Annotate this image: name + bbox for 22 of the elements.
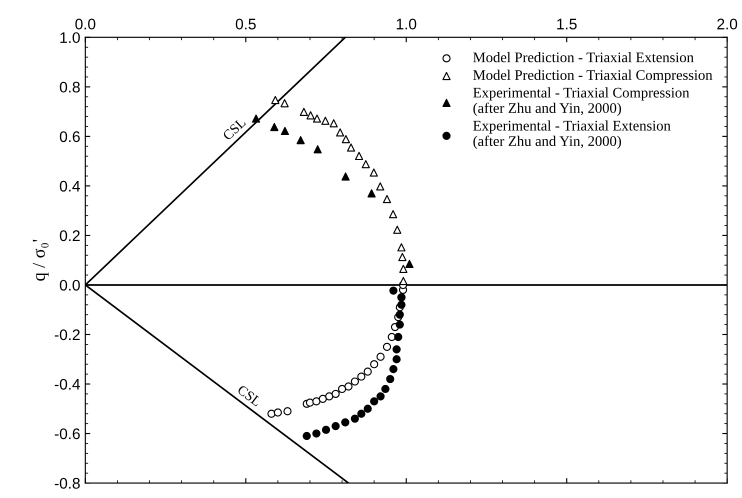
- y-tick-label: -0.4: [54, 378, 80, 390]
- y-tick-label: 0.0: [60, 280, 80, 291]
- y-tick-label: 0.8: [60, 82, 80, 93]
- y-tick-label: -0.8: [54, 478, 80, 489]
- y-tick-label: 0.2: [60, 230, 80, 242]
- x-tick-label: 0.5: [236, 18, 256, 30]
- legend-label: Model Prediction - Triaxial Extension: [473, 52, 694, 62]
- legend-label: Experimental - Triaxial Extension (after Zhu and Yin, 2000): [473, 120, 671, 149]
- y-tick-label: -0.2: [54, 329, 80, 340]
- y-tick-label: 1.0: [60, 32, 80, 44]
- x-tick-label: 2.0: [717, 18, 738, 30]
- x-tick-label: 1.5: [557, 18, 577, 30]
- y-tick-label: -0.6: [54, 428, 80, 440]
- legend-label: Experimental - Triaxial Compression (after Zhu and Yin, 2000): [473, 87, 690, 116]
- y-axis-title: q / σ₀': [32, 240, 49, 281]
- legend-label: Model Prediction - Triaxial Compression: [473, 70, 712, 83]
- y-tick-label: 0.6: [60, 131, 80, 142]
- annotation: CSL: [236, 384, 262, 407]
- x-tick-label: 1.0: [396, 18, 416, 30]
- y-tick-label: 0.4: [60, 180, 80, 192]
- x-tick-label: 0.0: [75, 18, 96, 30]
- annotation: CSL: [222, 117, 246, 141]
